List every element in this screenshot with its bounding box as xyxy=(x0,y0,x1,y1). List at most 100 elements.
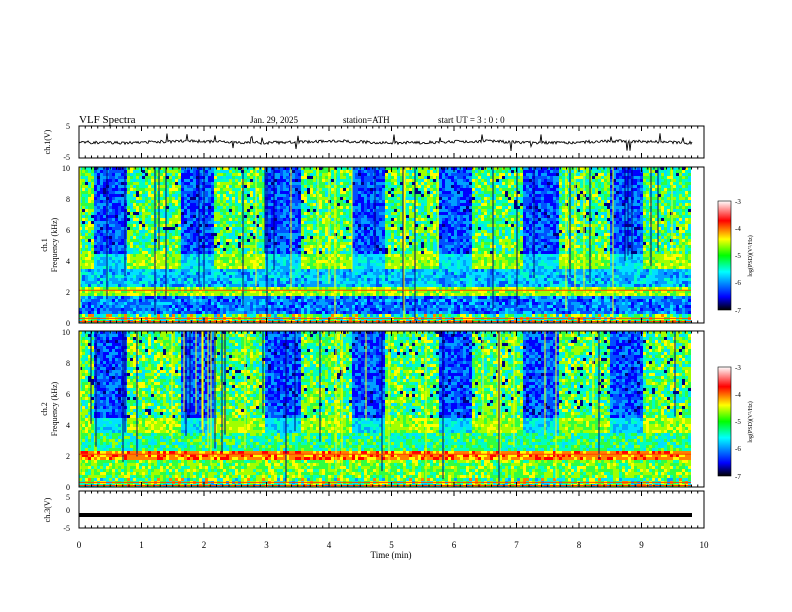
spec1-cell xyxy=(217,233,220,236)
spec1-cell xyxy=(322,236,325,239)
spec1-cell xyxy=(112,209,115,212)
spec1-cell xyxy=(163,233,166,236)
spec1-cell xyxy=(445,170,448,173)
spec1-cell xyxy=(235,182,238,185)
spec1-cell xyxy=(562,182,565,185)
spec1-cell xyxy=(586,191,589,194)
spec1-cell xyxy=(538,194,541,197)
spec1-cell xyxy=(580,188,583,191)
spec1-cell xyxy=(271,227,274,230)
spec1-cell xyxy=(541,209,544,212)
spec1-cell xyxy=(145,206,148,209)
spec1-cell xyxy=(508,236,511,239)
spec1-cell xyxy=(235,170,238,173)
spec1-cell xyxy=(442,188,445,191)
spec1-cell xyxy=(481,224,484,227)
spec1-cell xyxy=(466,224,469,227)
spec1-cell xyxy=(442,218,445,221)
spec1-cell xyxy=(658,221,661,224)
spec1-cell xyxy=(595,185,598,188)
spec1-cell xyxy=(109,206,112,209)
spec1-cell xyxy=(181,167,184,170)
spec1-cell xyxy=(517,206,520,209)
spec1-cell xyxy=(499,173,502,176)
spec1-cell xyxy=(463,209,466,212)
spec1-cell xyxy=(250,212,253,215)
spec1-cell xyxy=(178,170,181,173)
spec1-cell xyxy=(298,221,301,224)
spec1-cell xyxy=(616,227,619,230)
spec1-cell xyxy=(298,218,301,221)
spec1-cell xyxy=(229,215,232,218)
spec1-cell xyxy=(430,182,433,185)
spec1-cell xyxy=(271,176,274,179)
spec1-cell xyxy=(91,179,94,182)
spec1-cell xyxy=(211,188,214,191)
spec1-cell xyxy=(472,209,475,212)
spec1-cell xyxy=(556,185,559,188)
spec1-cell xyxy=(136,239,139,242)
spec1-cell xyxy=(220,227,223,230)
spec1-cell xyxy=(376,212,379,215)
spec1-cell xyxy=(280,230,283,233)
spec1-cell xyxy=(550,227,553,230)
spec1-cell xyxy=(469,170,472,173)
spec1-cell xyxy=(187,179,190,182)
spec1-cell xyxy=(220,167,223,170)
spec1-cell xyxy=(346,170,349,173)
spec1-cell xyxy=(559,197,562,200)
spec1-cell xyxy=(415,215,418,218)
spec1-cell xyxy=(97,200,100,203)
spec1-cell xyxy=(475,221,478,224)
spec1-cell xyxy=(331,203,334,206)
spec1-cell xyxy=(553,227,556,230)
spec1-cell xyxy=(550,200,553,203)
spec1-cell xyxy=(226,197,229,200)
spec1-cell xyxy=(595,167,598,170)
spec1-cell xyxy=(109,182,112,185)
spec1-cell xyxy=(421,179,424,182)
spec1-cell xyxy=(274,197,277,200)
spec1-cell xyxy=(427,194,430,197)
spec1-cell xyxy=(184,209,187,212)
spec1-cell xyxy=(538,206,541,209)
spec1-cell xyxy=(280,200,283,203)
spec1-cell xyxy=(169,239,172,242)
spec1-cell xyxy=(394,227,397,230)
spec1-cell xyxy=(97,170,100,173)
spec1-cell xyxy=(487,188,490,191)
spec1-cell xyxy=(547,173,550,176)
spec1-cell xyxy=(307,173,310,176)
spec1-cell xyxy=(439,218,442,221)
spec1-cell xyxy=(451,203,454,206)
spec1-cell xyxy=(637,209,640,212)
spec1-cell xyxy=(412,173,415,176)
spec1-cell xyxy=(199,209,202,212)
spec1-cell xyxy=(469,185,472,188)
spec1-cell xyxy=(664,224,667,227)
spec1-cell xyxy=(643,167,646,170)
spec1-cell xyxy=(166,170,169,173)
spec1-cell xyxy=(469,209,472,212)
spec1-cell xyxy=(517,209,520,212)
spec1-cell xyxy=(94,233,97,236)
spec1-cell xyxy=(262,191,265,194)
spec1-cell xyxy=(490,236,493,239)
spec1-cell xyxy=(178,239,181,242)
spec1-cell xyxy=(385,200,388,203)
spec1-cell xyxy=(406,212,409,215)
spec1-cell xyxy=(139,218,142,221)
spec1-cell xyxy=(94,176,97,179)
spec1-cell xyxy=(604,233,607,236)
spec1-cell xyxy=(205,188,208,191)
spec1-cell xyxy=(322,221,325,224)
spec1-cell xyxy=(478,182,481,185)
spec1-cell xyxy=(484,227,487,230)
spec1-cell xyxy=(607,188,610,191)
spec1-cell xyxy=(211,215,214,218)
spec1-cell xyxy=(382,197,385,200)
spec1-cell xyxy=(643,191,646,194)
spec1-cell xyxy=(379,200,382,203)
spec1-cell xyxy=(307,197,310,200)
spec1-cell xyxy=(646,227,649,230)
